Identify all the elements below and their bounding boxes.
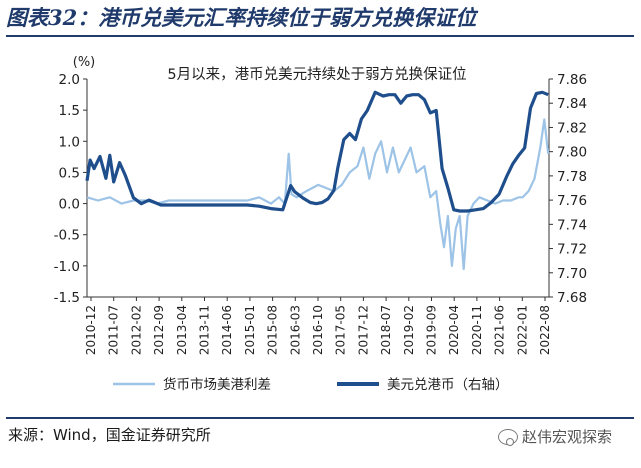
source-note: 来源：Wind，国金证券研究所 <box>8 426 211 444</box>
x-tick-label: 2010-12 <box>84 305 98 355</box>
title-divider <box>6 35 634 37</box>
right-tick-label: 7.70 <box>557 266 587 282</box>
line-chart: 5月以来，港币兑美元持续处于弱方兑换保证位 (%) 2.0 1.5 1.0 0.5 0.… <box>54 55 587 393</box>
left-tick-label: -1.0 <box>54 259 80 275</box>
x-tick-label: 2011-07 <box>107 305 121 355</box>
right-tick-label: 7.78 <box>557 169 587 185</box>
x-tick-label: 2017-05 <box>334 305 348 355</box>
right-tick-label: 7.86 <box>557 72 587 88</box>
left-tick-label: 2.0 <box>59 72 80 88</box>
x-tick-label: 2018-07 <box>379 305 393 355</box>
watermark-text: 赵伟宏观探索 <box>522 428 613 446</box>
series-line-usdhkd <box>85 90 549 213</box>
right-tick-label: 7.80 <box>557 145 587 161</box>
right-tick-label: 7.82 <box>557 120 587 136</box>
chart-legend: 货币市场美港利差 美元兑港币（右轴） <box>113 376 509 393</box>
right-tick-label: 7.84 <box>557 96 587 112</box>
right-tick-label: 7.74 <box>557 217 587 233</box>
x-tick-label: 2022-08 <box>538 305 552 355</box>
legend-label: 美元兑港币（右轴） <box>387 377 509 393</box>
x-tick-label: 2016-03 <box>288 305 302 355</box>
watermark: 赵伟宏观探索 <box>498 426 612 447</box>
wechat-icon <box>498 428 518 446</box>
right-tick-label: 7.76 <box>557 193 587 209</box>
left-axis-unit: (%) <box>73 55 96 70</box>
left-tick-label: 0.0 <box>59 197 80 213</box>
x-tick-label: 2015-01 <box>243 305 257 355</box>
x-tick-label: 2012-09 <box>152 305 166 355</box>
x-tick-label: 2016-10 <box>311 305 325 355</box>
series-layer <box>85 90 550 271</box>
chart-title: 5月以来，港币兑美元持续处于弱方兑换保证位 <box>167 66 466 83</box>
left-tick-label: 0.5 <box>59 165 80 181</box>
right-tick-label: 7.68 <box>557 290 587 306</box>
figure-title: 图表32：港币兑美元汇率持续位于弱方兑换保证位 <box>6 5 477 30</box>
series-line-spread <box>86 118 550 271</box>
left-tick-label: -1.5 <box>54 290 80 306</box>
x-tick-label: 2019-02 <box>402 305 416 355</box>
x-tick-label: 2013-04 <box>175 305 189 355</box>
left-tick-label: 1.5 <box>59 103 80 119</box>
x-tick-label: 2021-06 <box>493 305 507 355</box>
legend-label: 货币市场美港利差 <box>163 376 271 393</box>
x-tick-label: 2013-11 <box>198 305 212 355</box>
x-tick-label: 2022-01 <box>515 305 529 355</box>
chart-axes: 2.0 1.5 1.0 0.5 0.0 -0.5 -1.0 -1.5 7.86 7.84 7.82 7… <box>54 72 587 355</box>
x-tick-label: 2015-08 <box>266 305 280 355</box>
right-tick-label: 7.72 <box>557 242 587 258</box>
x-tick-label: 2017-12 <box>356 305 370 355</box>
x-tick-label: 2014-06 <box>220 305 234 355</box>
x-tick-label: 2012-02 <box>129 305 143 355</box>
x-tick-label: 2019-09 <box>425 305 439 355</box>
x-tick-label: 2020-11 <box>470 305 484 355</box>
x-tick-label: 2020-04 <box>447 305 461 355</box>
left-tick-label: -0.5 <box>54 228 80 244</box>
left-tick-label: 1.0 <box>59 134 80 150</box>
source-divider <box>6 417 634 419</box>
legend-item: 货币市场美港利差 <box>113 376 271 393</box>
legend-item: 美元兑港币（右轴） <box>337 377 509 393</box>
